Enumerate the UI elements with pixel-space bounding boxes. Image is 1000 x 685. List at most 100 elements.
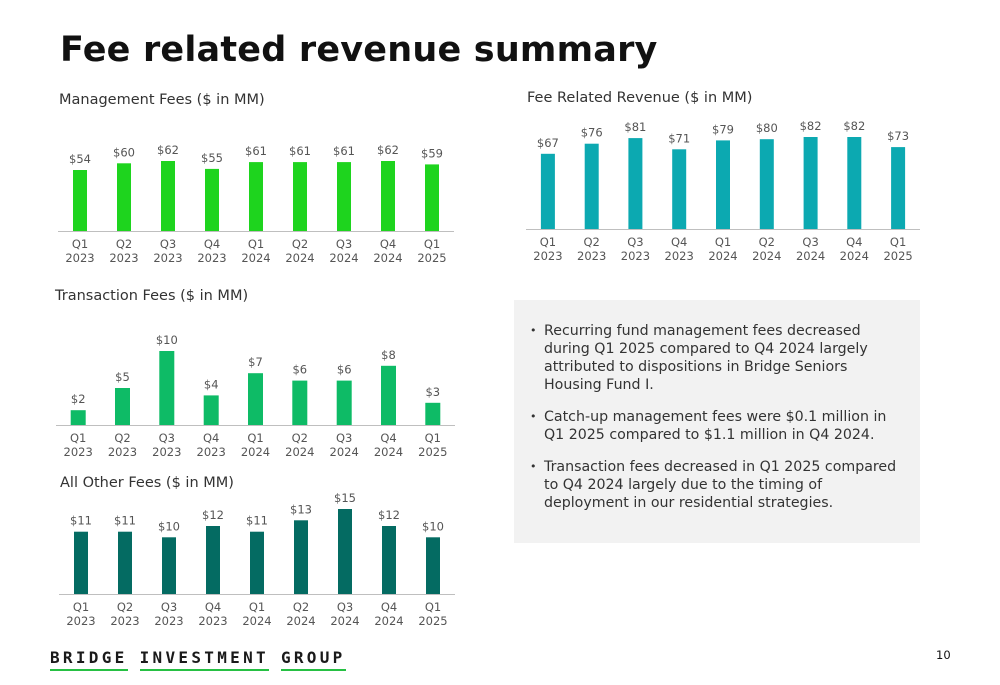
- x-tick-label: Q1: [73, 600, 89, 614]
- data-label: $11: [114, 514, 136, 528]
- bar: [203, 395, 219, 425]
- data-label: $80: [756, 121, 778, 135]
- x-tick-label: Q2: [292, 237, 308, 251]
- data-label: $15: [334, 491, 356, 505]
- x-tick-label: 2024: [329, 251, 358, 265]
- bar: [248, 373, 263, 425]
- x-tick-label: 2024: [373, 251, 402, 265]
- page-title: Fee related revenue summary: [60, 30, 658, 70]
- bar: [338, 509, 352, 594]
- data-label: $6: [337, 363, 352, 377]
- logo-word: INVESTMENT: [139, 648, 269, 671]
- data-label: $10: [158, 519, 180, 533]
- logo-spacer: [128, 648, 140, 671]
- x-tick-label: Q2: [759, 235, 775, 249]
- x-tick-label: Q3: [627, 235, 643, 249]
- commentary-list: • Recurring fund management fees decreas…: [514, 300, 920, 512]
- all-other-fees-title: All Other Fees ($ in MM): [60, 475, 234, 491]
- data-label: $7: [248, 355, 263, 369]
- commentary-bullet: • Catch-up management fees were $0.1 mil…: [530, 408, 900, 444]
- data-label: $62: [157, 143, 179, 157]
- x-tick-label: Q3: [159, 431, 175, 445]
- bar: [250, 531, 264, 594]
- x-tick-label: Q4: [380, 431, 396, 445]
- bar: [540, 153, 555, 229]
- x-tick-label: 2024: [752, 249, 781, 263]
- data-label: $81: [624, 120, 646, 134]
- data-label: $3: [425, 385, 440, 399]
- x-tick-label: 2024: [330, 614, 359, 628]
- x-tick-label: 2023: [153, 251, 182, 265]
- bullet-dot-icon: •: [530, 460, 537, 473]
- logo-word: BRIDGE: [50, 648, 128, 671]
- data-label: $71: [668, 131, 690, 145]
- bar: [716, 140, 730, 229]
- x-tick-label: 2024: [285, 251, 314, 265]
- bar: [425, 402, 441, 425]
- company-logo: BRIDGE INVESTMENT GROUP: [50, 648, 346, 671]
- transaction-fees-title: Transaction Fees ($ in MM): [55, 288, 249, 304]
- x-tick-label: Q1: [424, 237, 440, 251]
- data-label: $73: [887, 129, 909, 143]
- page-number: 10: [936, 648, 951, 662]
- bar: [628, 138, 643, 229]
- data-label: $6: [292, 363, 307, 377]
- x-tick-label: 2024: [242, 614, 271, 628]
- data-label: $4: [204, 377, 219, 391]
- bar: [118, 531, 132, 594]
- bar: [425, 164, 439, 231]
- x-tick-label: Q2: [114, 431, 130, 445]
- bar: [891, 147, 906, 229]
- data-label: $60: [113, 145, 135, 159]
- data-label: $55: [201, 151, 223, 165]
- data-label: $5: [115, 370, 130, 384]
- commentary-bullet: • Transaction fees decreased in Q1 2025 …: [530, 458, 900, 512]
- x-tick-label: Q1: [425, 431, 441, 445]
- commentary-panel: • Recurring fund management fees decreas…: [514, 300, 920, 543]
- bar: [293, 162, 307, 231]
- bar: [205, 168, 219, 231]
- data-label: $61: [245, 144, 267, 158]
- fee-related-revenue-title: Fee Related Revenue ($ in MM): [527, 90, 753, 106]
- data-label: $59: [421, 146, 443, 160]
- data-label: $67: [537, 136, 559, 150]
- x-tick-label: 2024: [241, 251, 270, 265]
- x-tick-label: Q1: [247, 431, 263, 445]
- x-tick-label: 2023: [198, 614, 227, 628]
- data-label: $79: [712, 122, 734, 136]
- data-label: $61: [289, 144, 311, 158]
- x-tick-label: Q4: [846, 235, 862, 249]
- x-tick-label: 2024: [285, 445, 314, 459]
- x-tick-label: Q1: [70, 431, 86, 445]
- x-tick-label: Q3: [802, 235, 818, 249]
- bar: [584, 143, 599, 229]
- commentary-text: Transaction fees decreased in Q1 2025 co…: [544, 459, 897, 511]
- data-label: $8: [381, 348, 396, 362]
- data-label: $82: [843, 119, 865, 133]
- x-tick-label: 2024: [796, 249, 825, 263]
- x-tick-label: 2023: [197, 445, 226, 459]
- bar: [847, 137, 862, 229]
- x-tick-label: 2023: [621, 249, 650, 263]
- data-label: $82: [800, 119, 822, 133]
- data-label: $62: [377, 143, 399, 157]
- x-tick-label: Q3: [336, 237, 352, 251]
- bar: [803, 137, 818, 229]
- x-tick-label: 2023: [66, 614, 95, 628]
- x-tick-label: Q3: [336, 431, 352, 445]
- data-label: $13: [290, 502, 312, 516]
- x-tick-label: Q2: [117, 600, 133, 614]
- data-label: $61: [333, 144, 355, 158]
- data-label: $12: [378, 508, 400, 522]
- x-tick-label: 2024: [708, 249, 737, 263]
- x-tick-label: 2025: [418, 614, 447, 628]
- x-tick-label: 2025: [418, 445, 447, 459]
- bar: [73, 170, 87, 231]
- bar: [672, 149, 687, 229]
- data-label: $10: [156, 333, 178, 347]
- x-tick-label: 2023: [65, 251, 94, 265]
- logo-spacer: [269, 648, 281, 671]
